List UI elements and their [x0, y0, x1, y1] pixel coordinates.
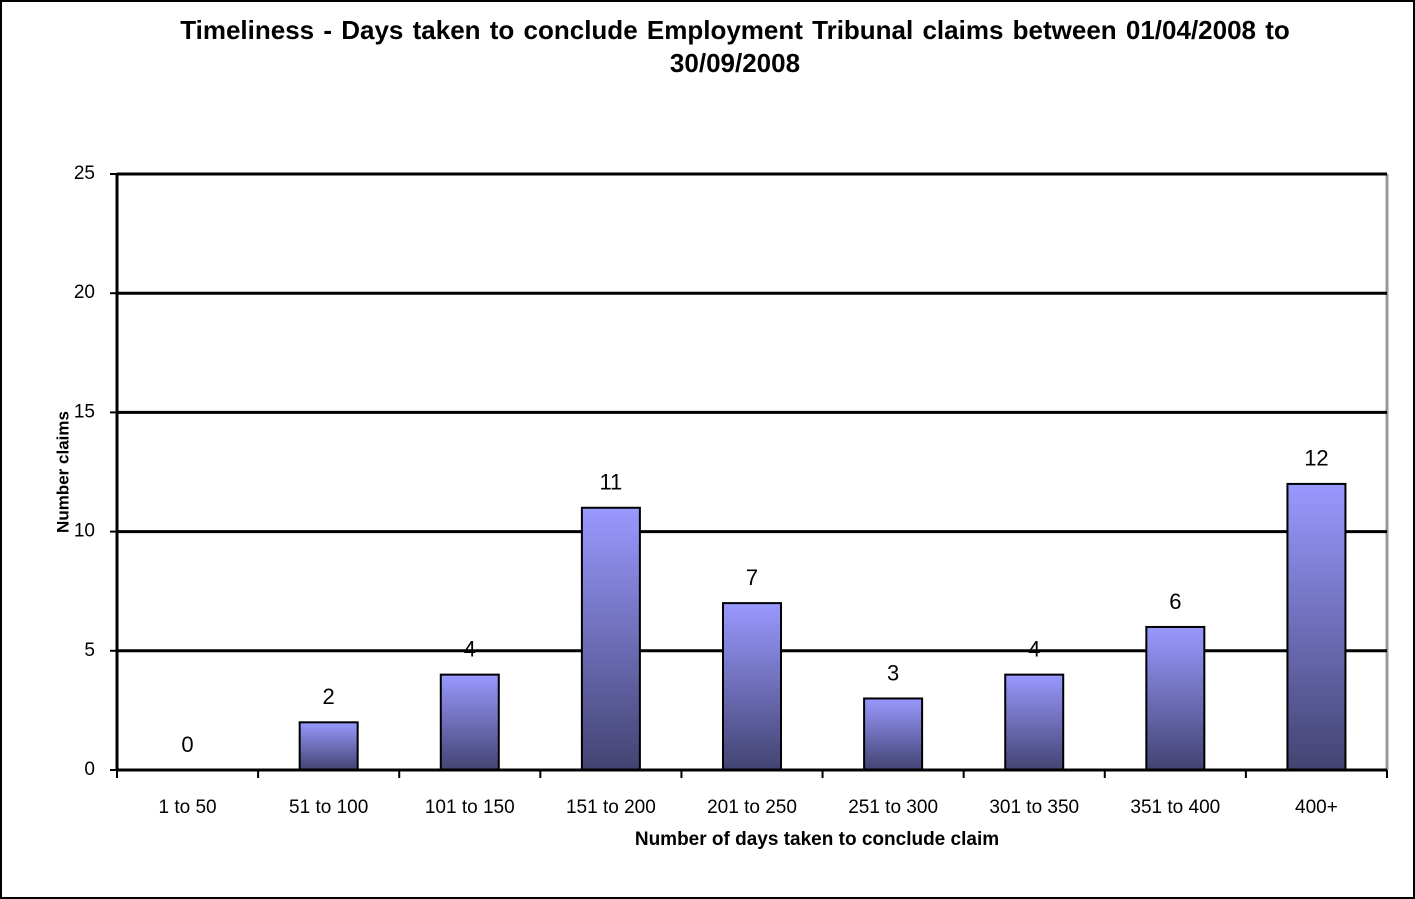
x-axis-label: Number of days taken to conclude claim — [635, 829, 999, 850]
y-tick-label: 25 — [74, 163, 95, 184]
y-tick-label: 5 — [84, 640, 95, 661]
x-tick-label: 151 to 200 — [566, 797, 656, 818]
bar — [439, 673, 500, 772]
data-label: 2 — [323, 684, 335, 709]
x-tick-label: 351 to 400 — [1130, 797, 1220, 818]
data-label: 7 — [746, 565, 758, 590]
data-label: 11 — [599, 470, 622, 495]
data-label: 6 — [1169, 589, 1181, 614]
bar — [298, 721, 359, 772]
y-tick-label: 15 — [74, 401, 95, 422]
x-tick-label: 201 to 250 — [707, 797, 797, 818]
x-tick-label: 301 to 350 — [989, 797, 1079, 818]
x-tick-label: 51 to 100 — [289, 797, 368, 818]
data-label: 12 — [1304, 446, 1328, 471]
x-tick-label: 1 to 50 — [159, 797, 217, 818]
data-label: 3 — [887, 660, 899, 685]
bar — [863, 697, 924, 771]
x-tick-label: 251 to 300 — [848, 797, 938, 818]
y-tick-label: 0 — [84, 759, 95, 780]
bar — [1004, 673, 1065, 772]
y-tick-label: 10 — [74, 521, 95, 542]
y-tick-label: 20 — [74, 282, 95, 303]
data-label: 4 — [464, 636, 476, 661]
data-label: 4 — [1028, 636, 1040, 661]
bar — [1145, 625, 1206, 772]
bar — [580, 506, 641, 771]
bar — [722, 602, 782, 771]
x-tick-label: 400+ — [1295, 797, 1338, 818]
y-axis-label: Number claims — [53, 411, 72, 533]
bar — [1286, 482, 1347, 771]
data-label: 0 — [181, 732, 193, 757]
x-tick-label: 101 to 150 — [425, 797, 515, 818]
chart-title: Timeliness - Days taken to conclude Empl… — [180, 15, 1290, 78]
